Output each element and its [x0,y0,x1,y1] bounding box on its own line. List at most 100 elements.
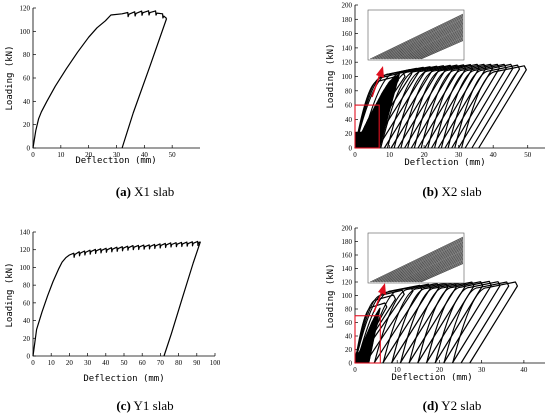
x-tick-label: 50 [121,359,129,367]
hysteresis-loop [400,64,467,149]
hysteresis-loop [365,283,431,364]
hysteresis-loop [360,307,381,364]
x-tick-label: 0 [31,359,35,367]
zoom-arrow-head [376,66,384,78]
inset-line [390,24,464,60]
y-tick-label: 60 [23,75,31,83]
inset-line [394,26,464,60]
inset-line [388,23,464,60]
inset-line [399,252,464,283]
panel-a: 0 10 20 30 40 50 0 20 40 60 80 100 120 Deflection (m… [5,5,200,199]
x-tick-label: 50 [169,151,177,159]
axis-frame [32,232,215,357]
caption-letter: (b) [422,184,438,199]
y-tick-label: 160 [342,30,353,38]
inset-line [393,25,464,60]
hysteresis-loop [399,281,466,364]
inset-line [414,37,464,60]
y-tick-label: 200 [342,2,353,10]
hysteresis-loop [461,65,527,149]
hysteresis-loop [407,63,473,149]
inset-line [377,17,464,60]
inset-line [376,239,464,283]
y-tick-label: 120 [20,5,31,13]
x-tick-label: 30 [455,151,463,159]
inset-line [408,33,464,60]
x-tick-label: 30 [478,366,486,374]
inset-line [397,28,464,60]
y-tick-label: 80 [345,306,353,314]
inset-line [397,251,464,283]
tick-labels: 0 10 20 30 40 50 60 70 80 90 100 0 20 40 60 80 100 120 140 [20,229,221,368]
inset-line [371,14,464,60]
hysteresis-loop [440,63,507,149]
x-axis-label: Deflection (mm) [83,374,164,384]
inset-line [379,241,464,283]
caption-text: X2 slab [438,184,481,199]
caption: (b) X2 slab [422,184,481,199]
y-tick-label: 0 [27,145,31,153]
zoom-arrow-head [378,283,386,295]
inset-line [418,261,464,283]
inset-line [385,244,464,283]
y-tick-label: 140 [20,229,31,237]
caption: (a) X1 slab [116,184,175,199]
y-tick-label: 200 [342,225,353,233]
y-tick-label: 60 [345,102,353,110]
caption-text: Y2 slab [439,398,482,413]
hysteresis-loop [386,64,453,149]
panel-b: 0 10 20 30 40 50 0 20 40 60 80 100 120 140 160 180 200 D… [326,2,545,199]
y-tick-label: 180 [342,238,353,246]
x-axis-label: Deflection (mm) [75,156,156,166]
inset-line [410,34,464,60]
inset-line [369,13,464,60]
inset-line [405,255,464,283]
inset-line [402,253,464,283]
x-tick-label: 20 [85,151,93,159]
inset-line [411,258,464,283]
inset-line [421,40,464,60]
hysteresis-loops [354,63,527,149]
x-axis-label: Deflection (mm) [391,373,472,383]
y-axis-label: Loading (kN) [5,262,15,327]
inset-line [416,38,464,60]
x-tick-label: 20 [436,366,444,374]
hysteresis-loop [417,281,484,364]
inset-line [387,22,464,60]
inset-line [408,256,464,283]
y-tick-label: 20 [345,346,353,354]
y-tick-label: 40 [23,98,31,106]
inset-line [418,38,464,60]
tick-labels: 0 10 20 30 40 0 20 40 60 80 100 120 140 160 180 200 [342,225,528,375]
inset-line [407,256,464,283]
curve-monotonic [32,10,167,149]
inset-line [405,32,464,60]
y-tick-label: 180 [342,16,353,24]
axis-frame [32,8,200,149]
inset-line [410,257,464,283]
y-tick-label: 80 [23,282,31,290]
caption: (c) Y1 slab [116,398,173,413]
inset-line [390,247,464,283]
inset-line [404,31,464,60]
curve-unloading [163,241,201,357]
hysteresis-loop [366,66,433,149]
y-tick-label: 120 [342,59,353,67]
inset-lines [369,236,464,283]
y-tick-label: 60 [345,319,353,327]
hysteresis-loop [382,282,449,364]
caption-letter: (a) [116,184,131,199]
inset-line [379,18,464,60]
inset-line [388,246,464,283]
inset-line [374,16,464,60]
y-tick-label: 20 [23,121,31,129]
hysteresis-loop [434,281,501,364]
x-tick-label: 50 [524,151,532,159]
y-axis-label: Loading (kN) [5,45,15,110]
x-tick-label: 20 [66,359,74,367]
x-axis-label: Deflection (mm) [404,158,485,168]
hysteresis-loop [452,281,518,364]
x-tick-label: 100 [210,359,221,367]
y-tick-label: 100 [342,73,353,81]
